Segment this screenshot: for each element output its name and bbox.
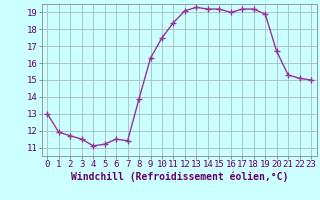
X-axis label: Windchill (Refroidissement éolien,°C): Windchill (Refroidissement éolien,°C) [70,172,288,182]
